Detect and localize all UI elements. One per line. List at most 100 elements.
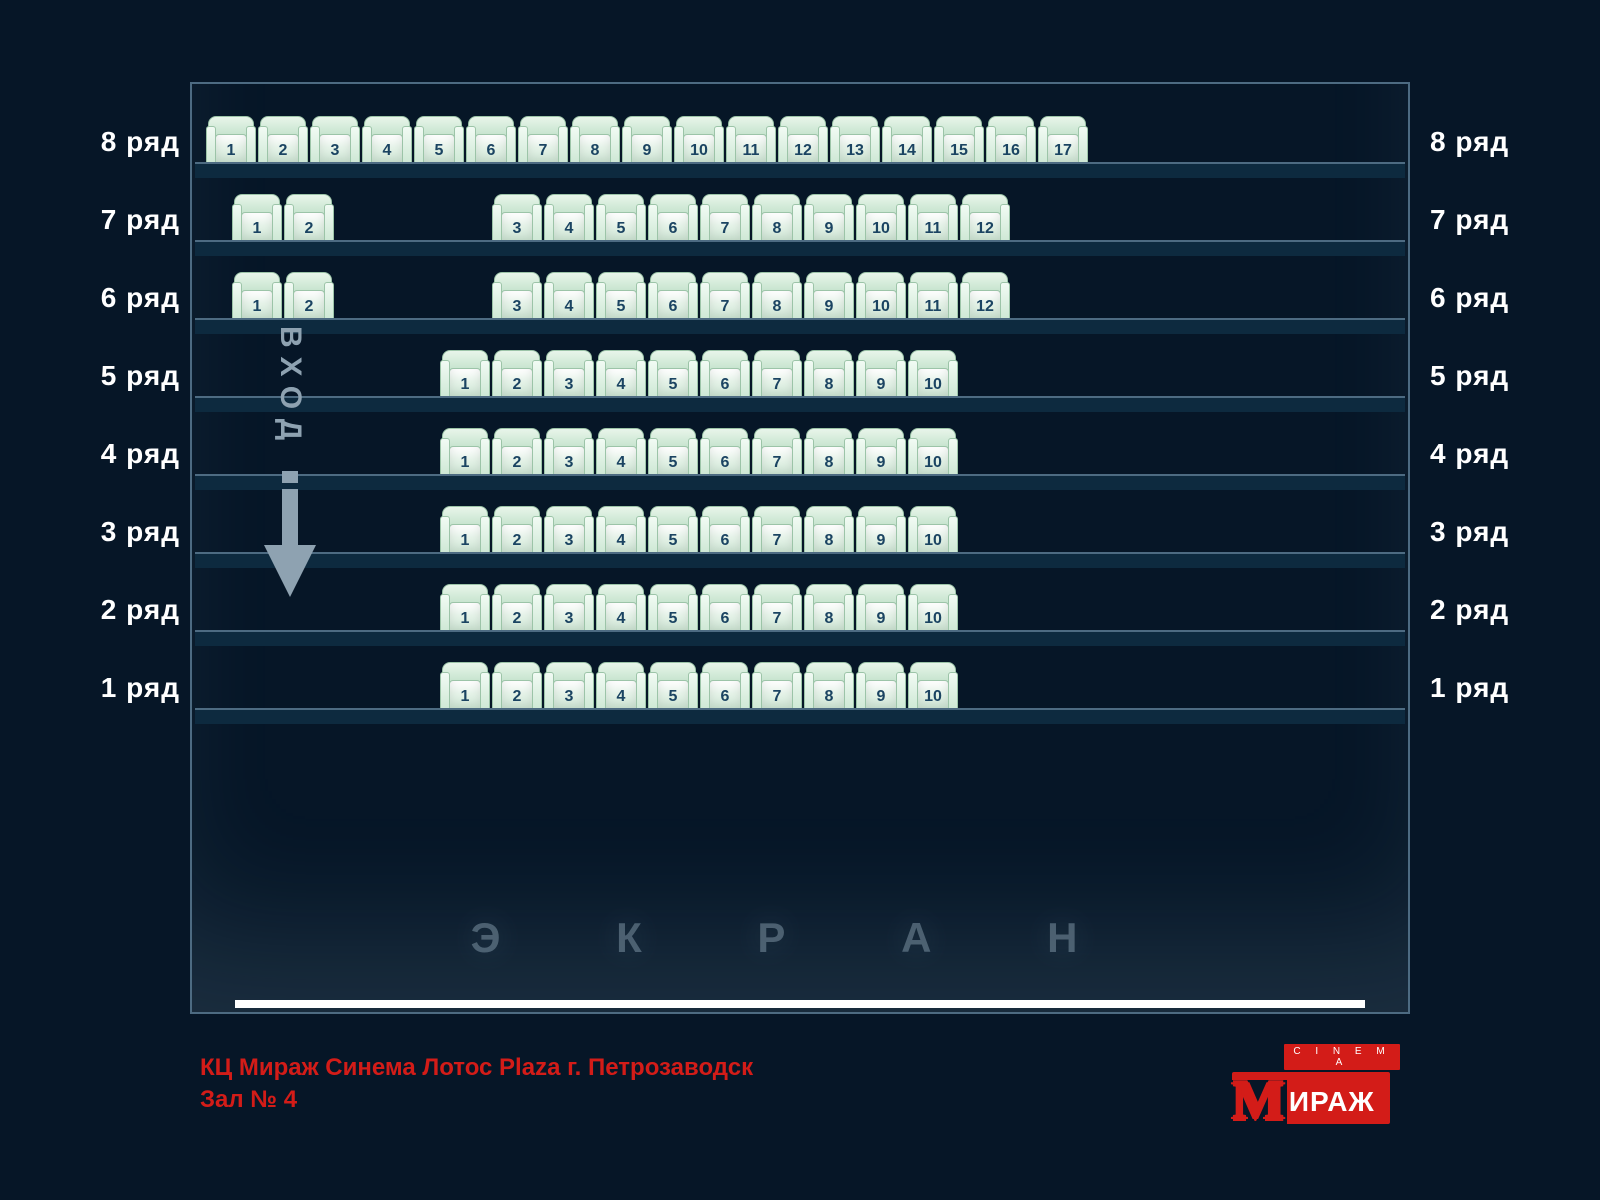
seat[interactable]: 2 bbox=[492, 506, 542, 556]
seat[interactable]: 6 bbox=[700, 662, 750, 712]
seat[interactable]: 11 bbox=[726, 116, 776, 166]
seat[interactable]: 10 bbox=[856, 194, 906, 244]
seat[interactable]: 4 bbox=[544, 272, 594, 322]
footer-title: КЦ Мираж Синема Лотос Plaza г. Петрозаво… bbox=[200, 1052, 753, 1117]
seat[interactable]: 1 bbox=[440, 506, 490, 556]
seat[interactable]: 10 bbox=[908, 584, 958, 634]
seat-number: 4 bbox=[596, 688, 646, 706]
seat[interactable]: 14 bbox=[882, 116, 932, 166]
seat[interactable]: 10 bbox=[856, 272, 906, 322]
seat[interactable]: 6 bbox=[700, 506, 750, 556]
seat[interactable]: 4 bbox=[596, 584, 646, 634]
seat[interactable]: 5 bbox=[414, 116, 464, 166]
seat[interactable]: 4 bbox=[544, 194, 594, 244]
seat[interactable]: 7 bbox=[752, 662, 802, 712]
seat[interactable]: 4 bbox=[596, 428, 646, 478]
seat[interactable]: 3 bbox=[492, 272, 542, 322]
seat[interactable]: 9 bbox=[856, 662, 906, 712]
seat[interactable]: 2 bbox=[284, 272, 334, 322]
seat[interactable]: 2 bbox=[492, 662, 542, 712]
seat[interactable]: 5 bbox=[648, 584, 698, 634]
seat[interactable]: 2 bbox=[492, 584, 542, 634]
seat[interactable]: 6 bbox=[648, 272, 698, 322]
seat[interactable]: 8 bbox=[804, 506, 854, 556]
seat[interactable]: 10 bbox=[908, 350, 958, 400]
seat[interactable]: 3 bbox=[544, 584, 594, 634]
seat[interactable]: 9 bbox=[804, 194, 854, 244]
seat[interactable]: 9 bbox=[856, 350, 906, 400]
seat-number: 6 bbox=[700, 610, 750, 628]
seat[interactable]: 8 bbox=[570, 116, 620, 166]
seat[interactable]: 5 bbox=[596, 194, 646, 244]
seat[interactable]: 3 bbox=[544, 350, 594, 400]
seat[interactable]: 1 bbox=[206, 116, 256, 166]
row-step bbox=[195, 630, 1405, 646]
seat[interactable]: 7 bbox=[752, 506, 802, 556]
seat-number: 1 bbox=[440, 610, 490, 628]
seat[interactable]: 3 bbox=[492, 194, 542, 244]
seat[interactable]: 16 bbox=[986, 116, 1036, 166]
seat[interactable]: 9 bbox=[856, 428, 906, 478]
seat[interactable]: 7 bbox=[752, 584, 802, 634]
seat[interactable]: 7 bbox=[700, 272, 750, 322]
seat[interactable]: 8 bbox=[752, 194, 802, 244]
seat[interactable]: 9 bbox=[856, 584, 906, 634]
seat[interactable]: 3 bbox=[544, 662, 594, 712]
seat[interactable]: 4 bbox=[596, 350, 646, 400]
seat[interactable]: 12 bbox=[960, 194, 1010, 244]
seat[interactable]: 8 bbox=[804, 584, 854, 634]
seat[interactable]: 4 bbox=[596, 506, 646, 556]
seat[interactable]: 17 bbox=[1038, 116, 1088, 166]
seat[interactable]: 1 bbox=[440, 350, 490, 400]
seat[interactable]: 2 bbox=[258, 116, 308, 166]
seat[interactable]: 1 bbox=[440, 662, 490, 712]
seat[interactable]: 7 bbox=[518, 116, 568, 166]
seat[interactable]: 4 bbox=[362, 116, 412, 166]
seat[interactable]: 4 bbox=[596, 662, 646, 712]
seat[interactable]: 8 bbox=[804, 428, 854, 478]
seat[interactable]: 5 bbox=[648, 506, 698, 556]
seat[interactable]: 6 bbox=[700, 584, 750, 634]
seat[interactable]: 5 bbox=[596, 272, 646, 322]
seat[interactable]: 7 bbox=[700, 194, 750, 244]
seat[interactable]: 7 bbox=[752, 350, 802, 400]
seat[interactable]: 13 bbox=[830, 116, 880, 166]
seat[interactable]: 3 bbox=[310, 116, 360, 166]
seat[interactable]: 5 bbox=[648, 350, 698, 400]
seat[interactable]: 5 bbox=[648, 662, 698, 712]
seat[interactable]: 10 bbox=[674, 116, 724, 166]
seat[interactable]: 1 bbox=[440, 428, 490, 478]
seat[interactable]: 2 bbox=[492, 350, 542, 400]
seat-number: 5 bbox=[648, 610, 698, 628]
seat[interactable]: 1 bbox=[440, 584, 490, 634]
seat[interactable]: 10 bbox=[908, 506, 958, 556]
seat[interactable]: 9 bbox=[804, 272, 854, 322]
seat[interactable]: 3 bbox=[544, 428, 594, 478]
seat[interactable]: 9 bbox=[856, 506, 906, 556]
seat[interactable]: 8 bbox=[804, 350, 854, 400]
seat-number: 10 bbox=[856, 220, 906, 238]
seat[interactable]: 9 bbox=[622, 116, 672, 166]
seat[interactable]: 6 bbox=[466, 116, 516, 166]
seat[interactable]: 2 bbox=[284, 194, 334, 244]
seat[interactable]: 1 bbox=[232, 194, 282, 244]
seat[interactable]: 1 bbox=[232, 272, 282, 322]
seat[interactable]: 6 bbox=[648, 194, 698, 244]
seat[interactable]: 5 bbox=[648, 428, 698, 478]
seat[interactable]: 8 bbox=[804, 662, 854, 712]
seat[interactable]: 6 bbox=[700, 350, 750, 400]
screen-line bbox=[235, 1000, 1365, 1008]
seat[interactable]: 15 bbox=[934, 116, 984, 166]
seat[interactable]: 11 bbox=[908, 194, 958, 244]
seat[interactable]: 7 bbox=[752, 428, 802, 478]
seat[interactable]: 12 bbox=[778, 116, 828, 166]
seat[interactable]: 8 bbox=[752, 272, 802, 322]
seat[interactable]: 12 bbox=[960, 272, 1010, 322]
seat[interactable]: 6 bbox=[700, 428, 750, 478]
seat[interactable]: 10 bbox=[908, 662, 958, 712]
seat[interactable]: 11 bbox=[908, 272, 958, 322]
seat[interactable]: 2 bbox=[492, 428, 542, 478]
seat[interactable]: 10 bbox=[908, 428, 958, 478]
seat-number: 4 bbox=[596, 376, 646, 394]
seat[interactable]: 3 bbox=[544, 506, 594, 556]
